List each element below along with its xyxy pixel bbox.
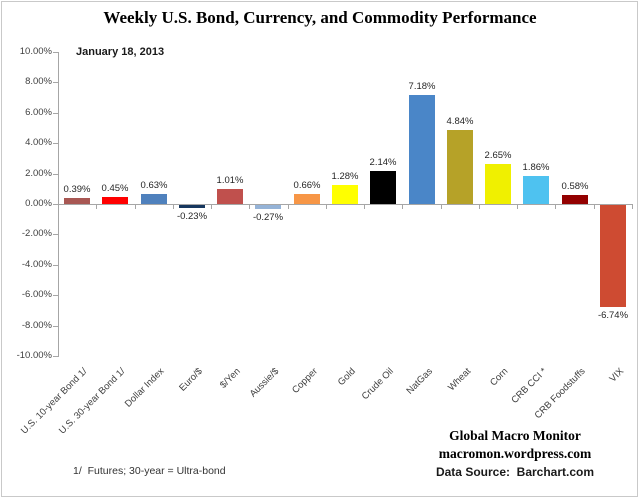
y-tick-mark: [53, 325, 58, 327]
y-tick-mark: [53, 52, 58, 53]
x-category-label: Copper: [289, 366, 320, 396]
bar: [255, 205, 281, 209]
bar: [447, 130, 473, 204]
y-tick-label: 10.00%: [19, 46, 52, 57]
x-category-label: U.S. 30-year Bond 1/: [57, 366, 128, 437]
y-tick-label: -2.00%: [21, 228, 52, 240]
bar-value-label: 7.18%: [408, 81, 436, 92]
bar-value-label: 1.01%: [216, 175, 244, 186]
bar-value-label: 0.66%: [293, 180, 321, 191]
x-tick-mark: [96, 204, 97, 209]
bar: [64, 198, 90, 204]
x-category-label: VIX: [607, 366, 626, 385]
x-category-label: NatGas: [404, 366, 435, 397]
brand-name: Global Macro Monitor: [449, 428, 581, 443]
x-category-label: Euro/$: [177, 366, 205, 394]
bar: [523, 176, 549, 204]
bar: [141, 194, 167, 204]
chart-date-label: January 18, 2013: [76, 46, 165, 58]
x-tick-mark: [441, 204, 442, 209]
y-tick-mark: [53, 356, 58, 357]
x-tick-mark: [479, 204, 480, 209]
y-tick-mark: [53, 173, 58, 175]
x-category-label: CRB CCI *: [508, 366, 549, 406]
bar: [409, 95, 435, 204]
x-tick-mark: [326, 204, 327, 209]
bar-value-label: 1.28%: [331, 171, 359, 182]
x-tick-mark: [135, 204, 136, 209]
bar: [294, 194, 320, 204]
bar-value-label: 0.45%: [101, 183, 129, 194]
y-tick-label: -8.00%: [21, 319, 52, 331]
bar-value-label: 0.39%: [63, 184, 91, 195]
bar: [332, 185, 358, 204]
y-tick-mark: [53, 295, 58, 297]
bar-value-label: 0.63%: [140, 180, 168, 191]
x-category-label: Crude Oil: [359, 366, 396, 403]
x-axis-line: [58, 204, 632, 205]
bar-value-label: 4.84%: [446, 116, 474, 127]
bar-value-label: 0.58%: [561, 181, 589, 192]
y-tick-label: 4.00%: [25, 137, 52, 149]
bar-value-label: -0.27%: [252, 212, 284, 223]
bar: [370, 171, 396, 204]
y-tick-label: -10.00%: [16, 350, 52, 361]
y-tick-label: -6.00%: [21, 289, 52, 301]
bar: [562, 195, 588, 204]
x-category-label: Aussie/$: [247, 366, 281, 400]
data-source-label: Data Source: Barchart.com: [435, 465, 595, 479]
x-tick-mark: [211, 204, 212, 209]
bar: [179, 205, 205, 208]
y-tick-mark: [53, 82, 58, 84]
y-tick-mark: [53, 143, 58, 145]
x-category-label: U.S. 10-year Bond 1/: [19, 366, 90, 437]
y-tick-mark: [53, 204, 58, 205]
bar-value-label: 2.65%: [484, 150, 512, 161]
y-tick-mark: [53, 234, 58, 236]
bar-value-label: 1.86%: [522, 162, 550, 173]
y-tick-label: 6.00%: [25, 106, 52, 118]
y-tick-label: -4.00%: [21, 258, 52, 270]
footnote-label: 1/ Futures; 30-year = Ultra-bond: [73, 465, 226, 477]
bar: [102, 197, 128, 204]
y-tick-mark: [53, 112, 58, 114]
y-tick-mark: [53, 264, 58, 266]
x-category-label: Gold: [335, 366, 358, 388]
x-tick-mark: [58, 204, 59, 209]
x-tick-mark: [249, 204, 250, 209]
bar-value-label: -6.74%: [597, 310, 629, 321]
bar: [485, 164, 511, 204]
bar-value-label: -0.23%: [176, 211, 208, 222]
x-tick-mark: [288, 204, 289, 209]
x-category-label: Corn: [488, 366, 511, 389]
y-tick-label: 2.00%: [25, 167, 52, 179]
x-category-label: $/Yen: [218, 366, 243, 391]
y-tick-label: 0.00%: [25, 198, 52, 209]
brand-block: Global Macro Monitor macromon.wordpress.…: [380, 427, 640, 463]
x-tick-mark: [364, 204, 365, 209]
x-tick-mark: [632, 204, 633, 209]
y-tick-label: 8.00%: [25, 76, 52, 88]
bar: [217, 189, 243, 204]
x-tick-mark: [555, 204, 556, 209]
chart-title: Weekly U.S. Bond, Currency, and Commodit…: [103, 8, 537, 27]
x-tick-mark: [594, 204, 595, 209]
bar: [600, 205, 626, 307]
brand-url: macromon.wordpress.com: [438, 446, 592, 461]
x-category-label: Wheat: [445, 366, 473, 394]
bar-value-label: 2.14%: [369, 157, 397, 168]
x-tick-mark: [517, 204, 518, 209]
x-category-label: Dollar Index: [123, 366, 167, 410]
x-tick-mark: [173, 204, 174, 209]
x-tick-mark: [402, 204, 403, 209]
